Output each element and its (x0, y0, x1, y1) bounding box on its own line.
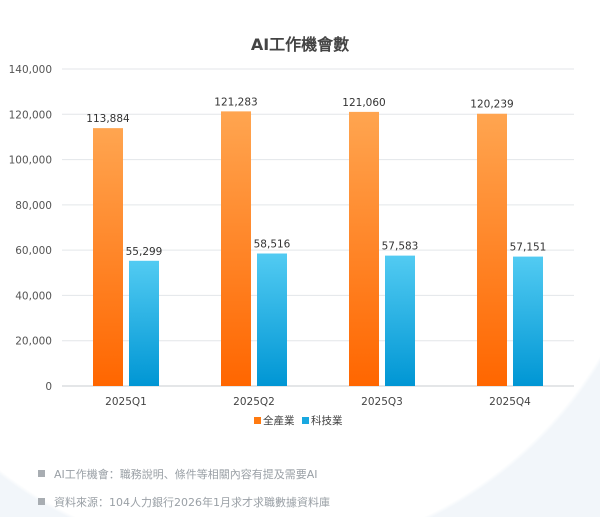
y-tick-label: 140,000 (9, 64, 52, 76)
bar-all-industries (93, 128, 123, 386)
bullet-square-icon (38, 470, 45, 477)
y-tick-label: 80,000 (15, 200, 52, 212)
y-tick-label: 40,000 (15, 290, 52, 302)
footnote-1: AI工作機會：職務說明、條件等相關內容有提及需要AI (38, 466, 318, 482)
bar-all-industries (349, 111, 379, 387)
x-tick-label: 2025Q4 (489, 396, 531, 408)
data-label: 57,583 (382, 241, 419, 253)
data-label: 113,884 (86, 113, 130, 125)
bar-tech (257, 253, 287, 386)
bar-tech (129, 260, 159, 386)
y-tick-label: 0 (45, 381, 52, 393)
legend-label: 全產業 (263, 414, 295, 427)
data-label: 58,516 (254, 239, 291, 251)
bar-tech (385, 255, 415, 386)
bullet-square-icon (38, 498, 45, 505)
bar-all-industries (221, 111, 251, 386)
footnote-2: 資料來源：104人力銀行2026年1月求才求職數據資料庫 (38, 494, 330, 510)
data-label: 57,151 (510, 242, 547, 254)
y-tick-label: 120,000 (9, 109, 52, 121)
y-tick-label: 20,000 (15, 336, 52, 348)
data-label: 120,239 (470, 99, 513, 111)
legend-label: 科技業 (311, 414, 343, 427)
x-tick-label: 2025Q3 (361, 396, 403, 408)
x-tick-label: 2025Q2 (233, 396, 275, 408)
footnote-text: 資料來源：104人力銀行2026年1月求才求職數據資料庫 (54, 496, 330, 509)
bar-all-industries (477, 113, 507, 386)
legend-swatch (254, 417, 261, 424)
bar-tech (513, 256, 543, 386)
bar-chart: 0 20,000 40,000 60,000 80,000 100,000 120,000 1… (9, 64, 574, 427)
y-tick-label: 60,000 (15, 245, 52, 257)
data-label: 121,283 (214, 96, 257, 108)
chart-title: AI工作機會數 (250, 35, 350, 54)
legend-swatch (302, 417, 309, 424)
x-tick-label: 2025Q1 (105, 396, 147, 408)
y-tick-label: 100,000 (9, 155, 52, 167)
data-label: 55,299 (126, 246, 163, 258)
data-label: 121,060 (342, 97, 385, 109)
footnote-text: AI工作機會：職務說明、條件等相關內容有提及需要AI (54, 468, 318, 481)
